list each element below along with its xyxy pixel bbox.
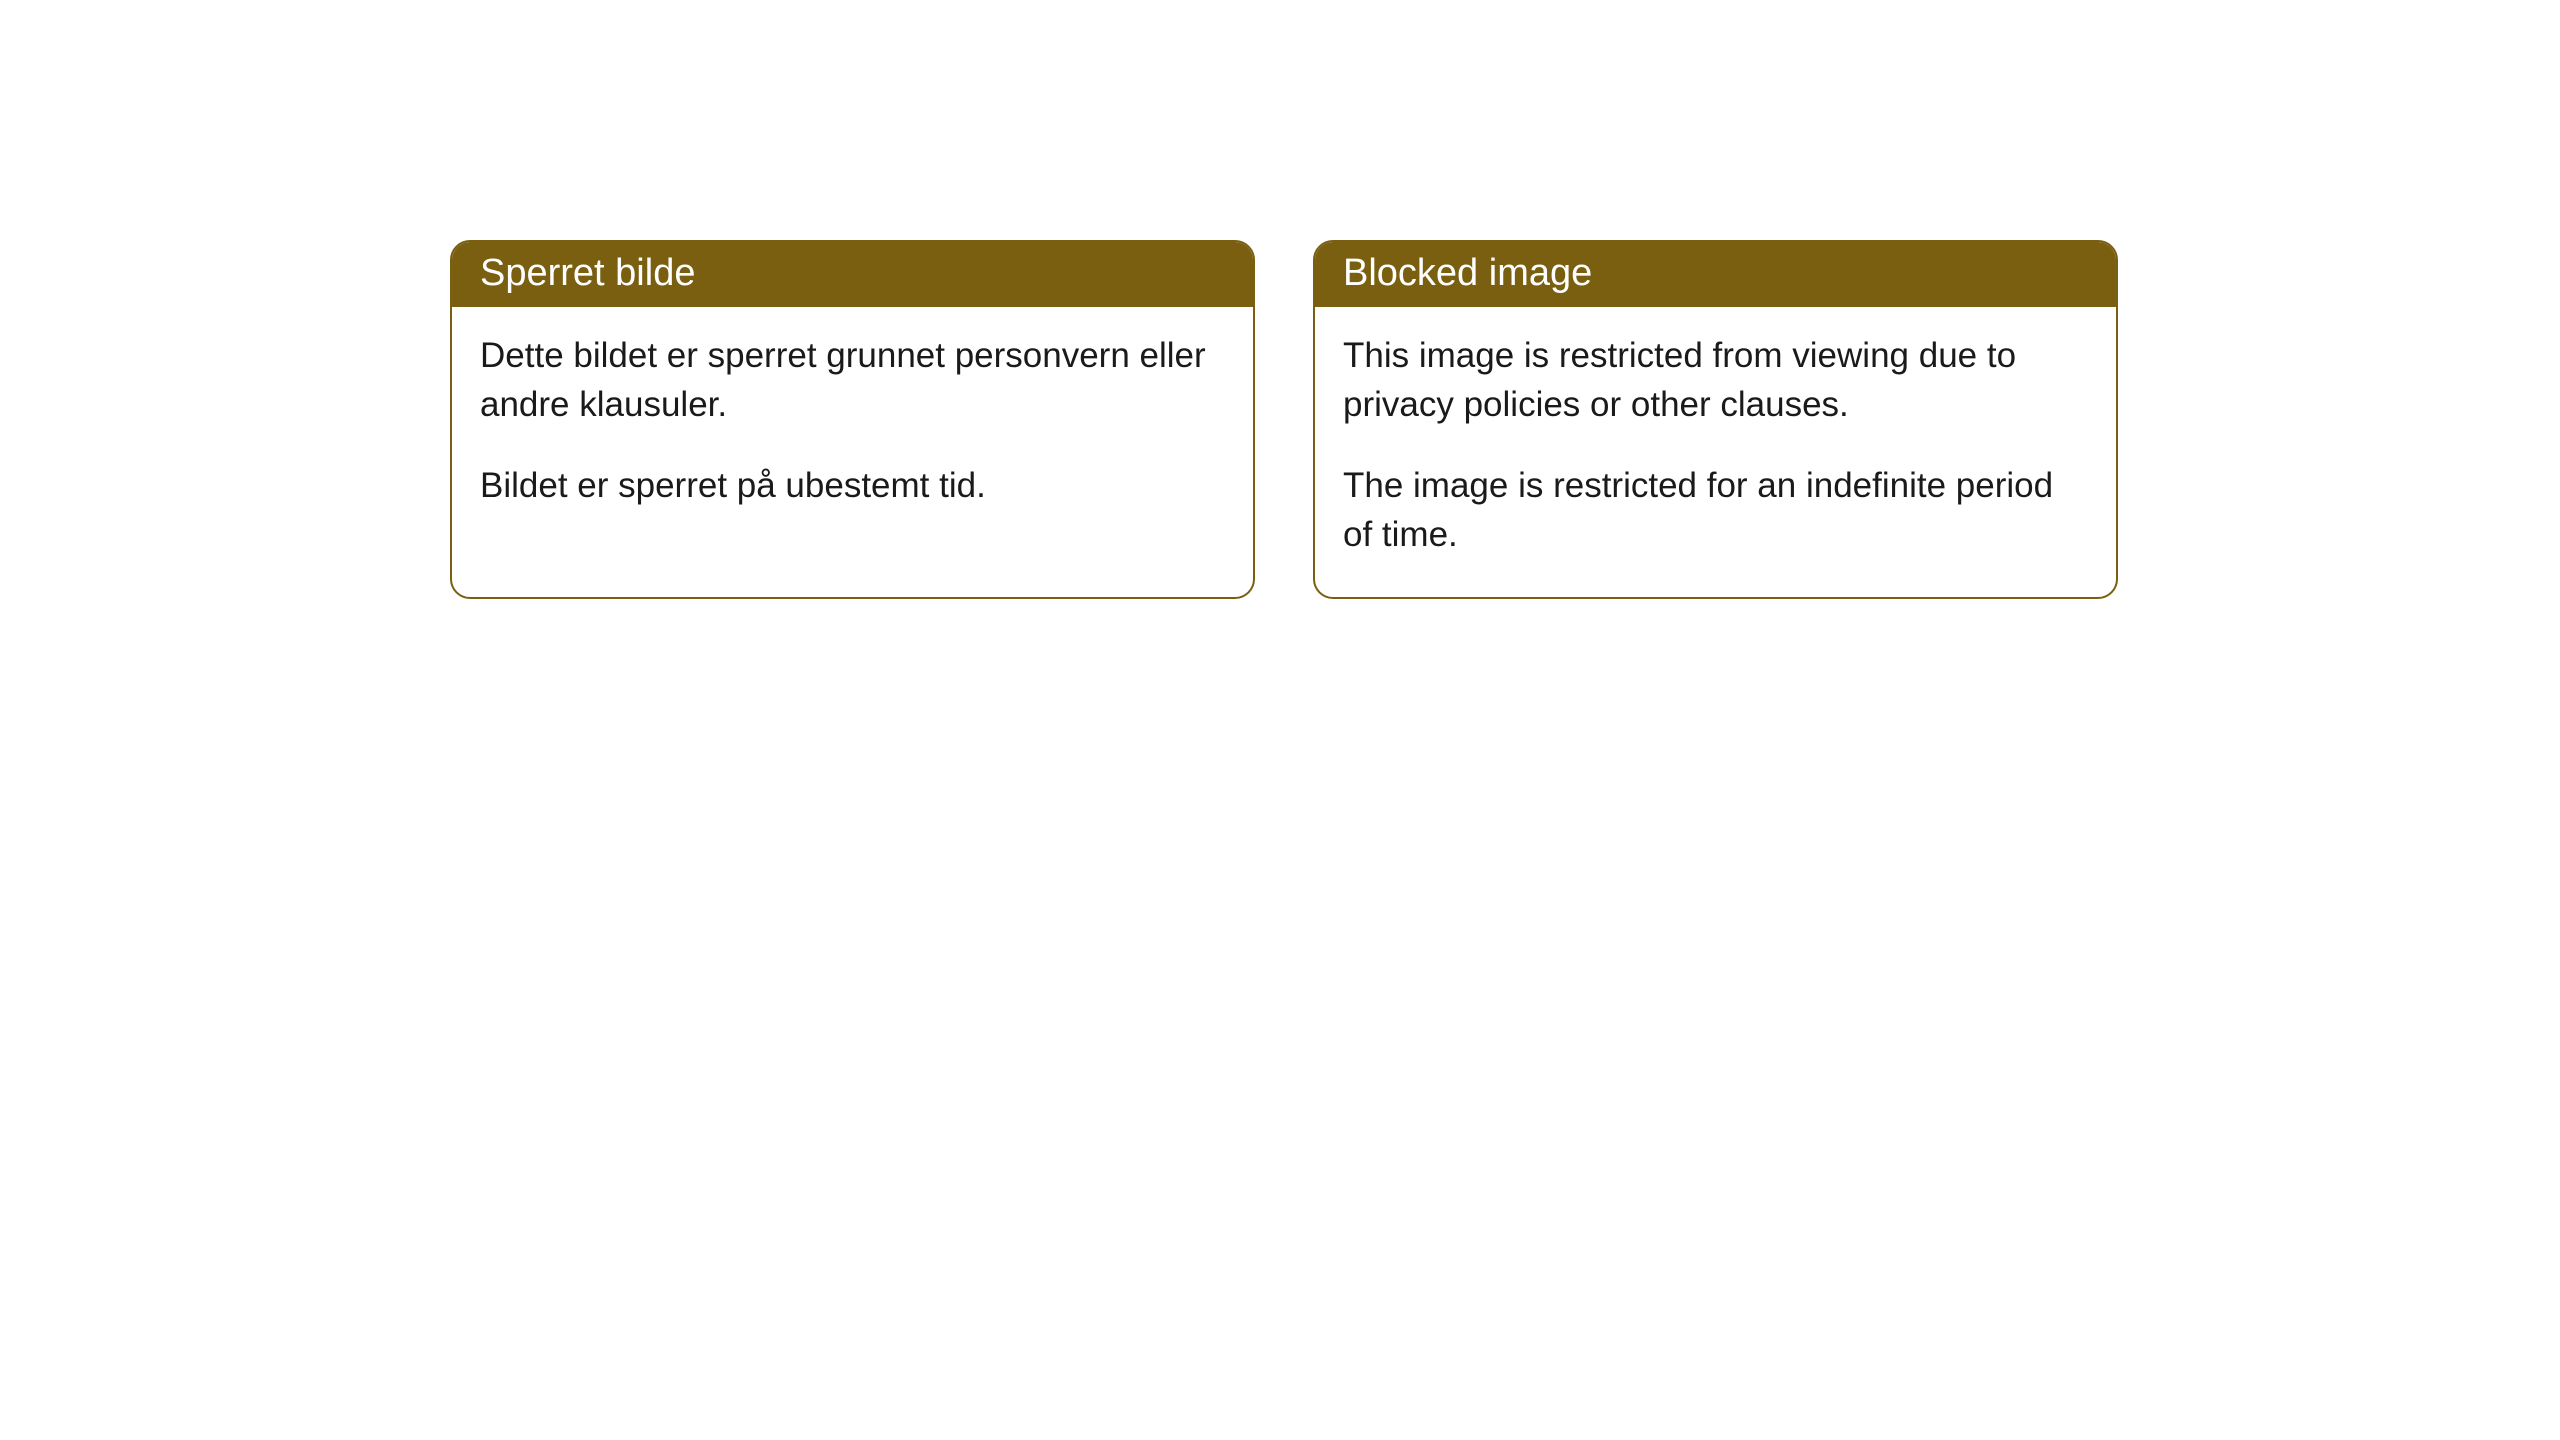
blocked-image-card-no: Sperret bilde Dette bildet er sperret gr… (450, 240, 1255, 599)
blocked-image-card-en: Blocked image This image is restricted f… (1313, 240, 2118, 599)
notice-text-line-1-no: Dette bildet er sperret grunnet personve… (480, 331, 1225, 429)
card-body-no: Dette bildet er sperret grunnet personve… (452, 307, 1253, 548)
card-header-en: Blocked image (1315, 242, 2116, 307)
notice-cards-container: Sperret bilde Dette bildet er sperret gr… (450, 240, 2560, 599)
card-body-en: This image is restricted from viewing du… (1315, 307, 2116, 597)
notice-text-line-2-en: The image is restricted for an indefinit… (1343, 461, 2088, 559)
notice-text-line-2-no: Bildet er sperret på ubestemt tid. (480, 461, 1225, 510)
notice-text-line-1-en: This image is restricted from viewing du… (1343, 331, 2088, 429)
card-header-no: Sperret bilde (452, 242, 1253, 307)
